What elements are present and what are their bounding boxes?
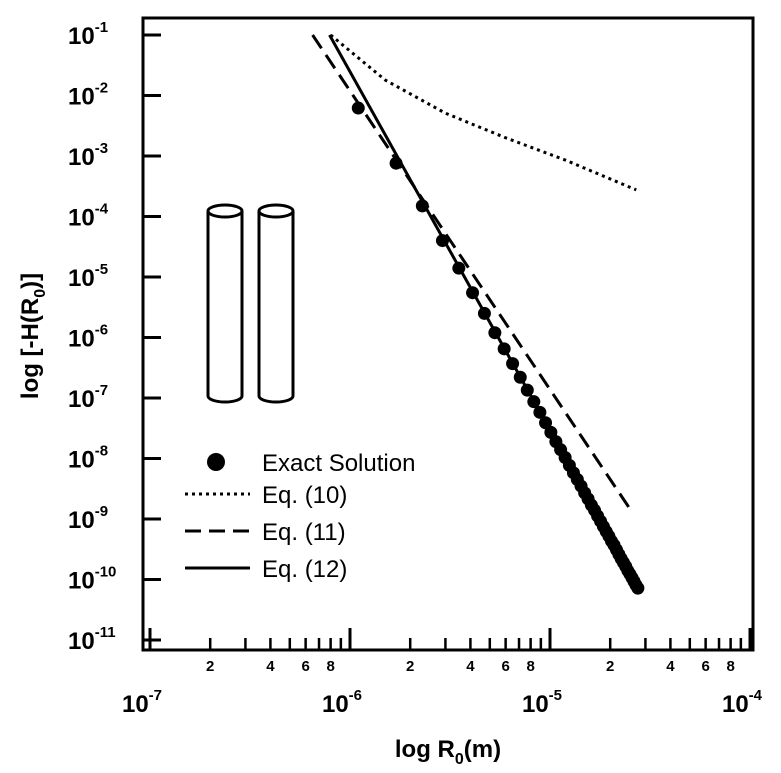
y-tick-exp: -8: [95, 443, 108, 460]
y-tick-label: 10-6: [68, 322, 108, 353]
y-tick-exp: -2: [95, 80, 108, 97]
y-tick-label: 10-7: [68, 382, 108, 413]
y-tick-exp: -1: [95, 19, 108, 36]
x-minor-label: 4: [466, 658, 475, 675]
x-minor-label: 4: [266, 658, 275, 675]
cylinder: [257, 211, 295, 404]
y-tick-base: 10: [68, 507, 95, 534]
y-title-sub: 0: [32, 289, 49, 298]
y-tick-label: 10-5: [68, 261, 108, 292]
y-tick-label: 10-8: [68, 443, 108, 474]
data-point: [631, 581, 645, 595]
plot-frame: [141, 16, 755, 652]
series-line: [329, 33, 637, 192]
x-minor-label: 2: [406, 658, 414, 675]
x-minor-label: 8: [326, 658, 334, 675]
y-tick-label: 10-10: [68, 564, 116, 595]
y-tick-exp: -6: [95, 322, 108, 339]
y-tick-exp: -4: [95, 201, 109, 218]
x-minor-label: 2: [606, 658, 614, 675]
y-tick-base: 10: [68, 447, 95, 474]
x-title-part: log R: [395, 736, 455, 763]
y-tick-exp: -10: [95, 564, 117, 581]
data-point: [351, 101, 365, 115]
y-tick-base: 10: [68, 205, 95, 232]
y-tick-exp: -9: [95, 503, 108, 520]
x-tick-exp: -7: [149, 687, 162, 704]
x-minor-label: 8: [726, 658, 734, 675]
legend-label: Eq. (12): [262, 556, 347, 583]
y-tick-label: 10-1: [68, 19, 108, 50]
x-title-part: (m): [464, 736, 501, 763]
x-tick-label: 10-6: [322, 687, 362, 718]
cylinder: [206, 211, 244, 404]
y-tick-base: 10: [68, 265, 95, 292]
cylinder-top: [206, 203, 244, 219]
x-minor-label: 8: [526, 658, 534, 675]
legend-label: Eq. (11): [262, 519, 346, 546]
y-tick-base: 10: [68, 628, 95, 655]
x-tick-exp: -4: [749, 687, 763, 704]
y-tick-exp: -11: [95, 624, 116, 641]
x-tick-base: 10: [122, 691, 149, 718]
x-tick-base: 10: [722, 691, 749, 718]
y-tick-base: 10: [68, 326, 95, 353]
y-tick-exp: -3: [95, 140, 108, 157]
cylinders-icon: [206, 203, 295, 404]
legend-label: Exact Solution: [262, 450, 415, 477]
x-tick-base: 10: [322, 691, 349, 718]
y-tick-label: 10-9: [68, 503, 108, 534]
x-minor-label: 2: [206, 658, 214, 675]
x-tick-label: 10-4: [722, 687, 763, 718]
series-line: [328, 34, 640, 589]
legend-label: Eq. (10): [262, 482, 347, 509]
x-minor-label: 6: [501, 658, 509, 675]
cylinder-top: [257, 203, 295, 219]
y-tick-exp: -5: [95, 261, 108, 278]
x-tick-base: 10: [522, 691, 549, 718]
y-title-part: log [-H(R: [17, 298, 44, 399]
y-tick-base: 10: [68, 568, 95, 595]
y-tick-base: 10: [68, 23, 95, 50]
x-title-sub: 0: [455, 751, 464, 768]
x-minor-label: 4: [666, 658, 675, 675]
x-tick-exp: -5: [549, 687, 562, 704]
y-tick-label: 10-11: [68, 624, 116, 655]
y-title-part: )]: [17, 273, 44, 289]
y-tick-label: 10-3: [68, 140, 108, 171]
x-minor-label: 6: [301, 658, 309, 675]
y-tick-base: 10: [68, 144, 95, 171]
y-axis-title: log [-H(R0)]: [17, 273, 49, 399]
x-minor-label: 6: [701, 658, 709, 675]
y-tick-base: 10: [68, 386, 95, 413]
x-axis-title: log R0(m): [395, 736, 501, 768]
y-tick-label: 10-4: [68, 201, 109, 232]
y-tick-base: 10: [68, 84, 95, 111]
y-tick-exp: -7: [95, 382, 108, 399]
x-tick-exp: -6: [349, 687, 362, 704]
legend-marker: [207, 453, 225, 471]
y-tick-label: 10-2: [68, 80, 108, 111]
x-tick-label: 10-7: [122, 687, 162, 718]
x-tick-label: 10-5: [522, 687, 562, 718]
